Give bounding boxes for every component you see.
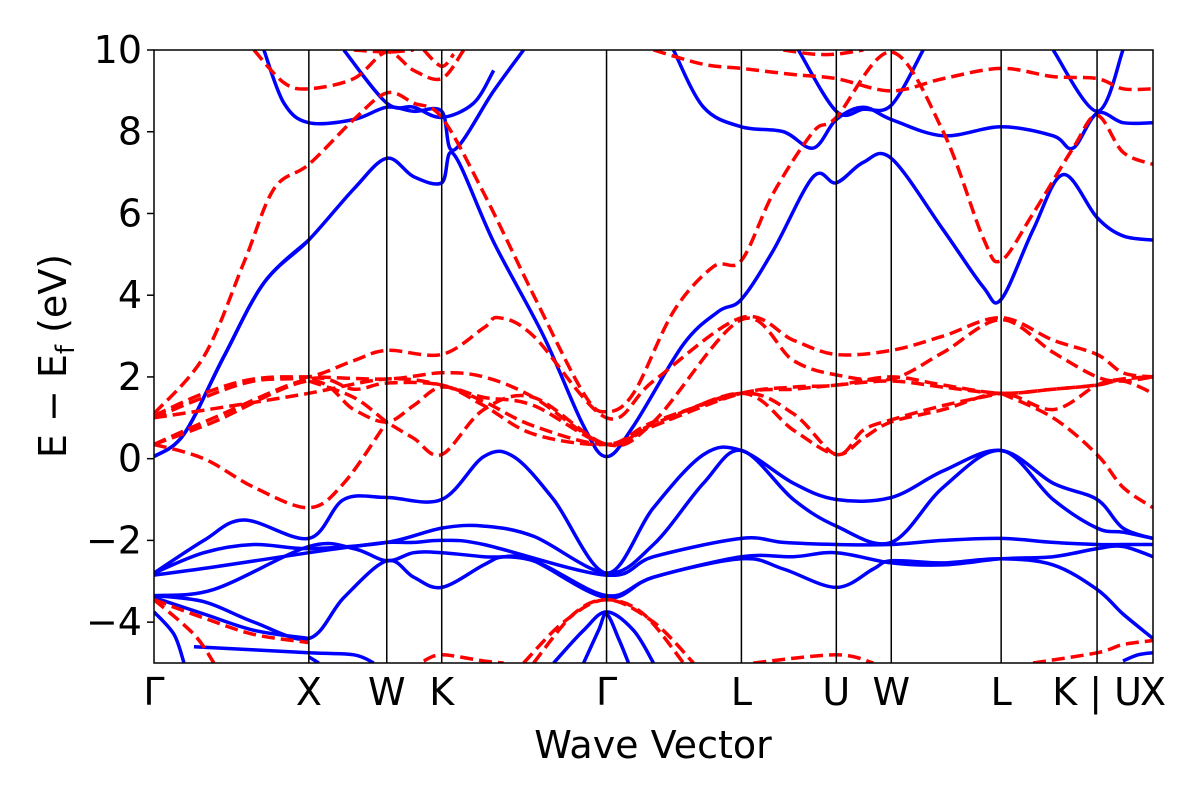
dashed-band-34 [154,598,216,663]
dashed-band-25 [154,314,1153,421]
y-tick-label-4: 4 [118,273,142,317]
x-tick-label-0: Γ [143,670,164,714]
y-axis-label: E − Ef (eV) [31,254,81,458]
dashed-band-20 [252,50,466,91]
x-axis-label: Wave Vector [534,723,772,767]
solid-band-18 [1122,651,1153,663]
solid-band-1 [154,238,311,459]
dashed-band-37 [422,653,504,663]
dashed-band-39 [1032,638,1153,663]
solid-band-13 [154,595,310,641]
x-tick-label-10: X [1140,670,1166,714]
dashed-band-23 [653,50,1153,93]
series-layer [154,50,1153,663]
plot-frame [153,49,1154,664]
x-tick-label-7: W [872,670,910,714]
x-tick-label-3: K [429,670,455,714]
y-tick-label-6: 8 [118,110,142,154]
solid-band-0 [154,150,1153,459]
dashed-band-33 [154,598,310,645]
dashed-band-31 [154,420,389,510]
dashed-band-26 [154,316,1153,448]
dashed-band-29 [154,375,1153,457]
y-tick-label-0: −4 [86,600,142,644]
solid-band-14 [193,644,375,663]
high-symmetry-lines [308,50,1098,663]
y-tick-label-1: −2 [86,518,142,562]
dashed-band-24 [783,50,864,57]
x-tick-label-9: K | U [1052,670,1142,715]
y-tick-label-3: 2 [118,355,142,399]
x-tick-label-4: Γ [596,670,617,714]
solid-band-9 [154,536,1153,577]
x-tick-label-5: L [731,670,752,714]
x-tick-label-1: X [296,670,322,714]
dashed-band-30 [308,379,1002,458]
y-tick-label-7: 10 [94,28,142,72]
y-axis-ticks: −4 −2 0 2 4 6 8 10 [86,28,154,644]
y-tick-label-5: 6 [118,191,142,235]
x-tick-label-8: L [991,670,1012,714]
x-tick-label-6: U [822,670,850,714]
y-tick-label-2: 0 [118,437,142,481]
x-tick-label-2: W [368,670,406,714]
solid-band-12 [154,610,186,663]
